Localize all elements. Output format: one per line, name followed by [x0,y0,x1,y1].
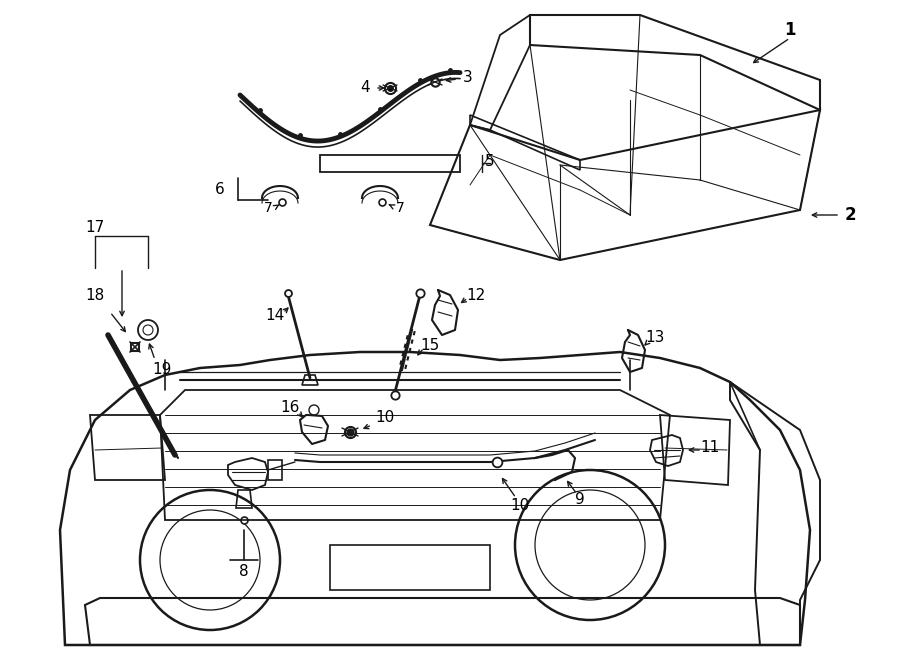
Text: 6: 6 [215,182,225,198]
Text: 3: 3 [464,71,472,85]
Text: 2: 2 [844,206,856,224]
Text: 10: 10 [375,410,394,426]
Text: 1: 1 [784,21,796,39]
Text: 13: 13 [645,330,665,346]
Text: 4: 4 [360,81,370,95]
Text: 5: 5 [485,155,495,169]
Text: 9: 9 [575,492,585,508]
Text: 7: 7 [396,201,404,215]
Text: 17: 17 [86,221,104,235]
Text: 11: 11 [700,440,720,455]
Polygon shape [302,375,318,385]
Text: 18: 18 [86,288,104,303]
Text: 14: 14 [266,307,284,323]
Text: 15: 15 [420,338,439,352]
Text: 12: 12 [466,288,486,303]
Text: 8: 8 [239,564,248,580]
Text: 7: 7 [264,201,273,215]
Text: 10: 10 [510,498,529,512]
Text: 19: 19 [152,362,172,377]
Text: 16: 16 [280,401,300,416]
